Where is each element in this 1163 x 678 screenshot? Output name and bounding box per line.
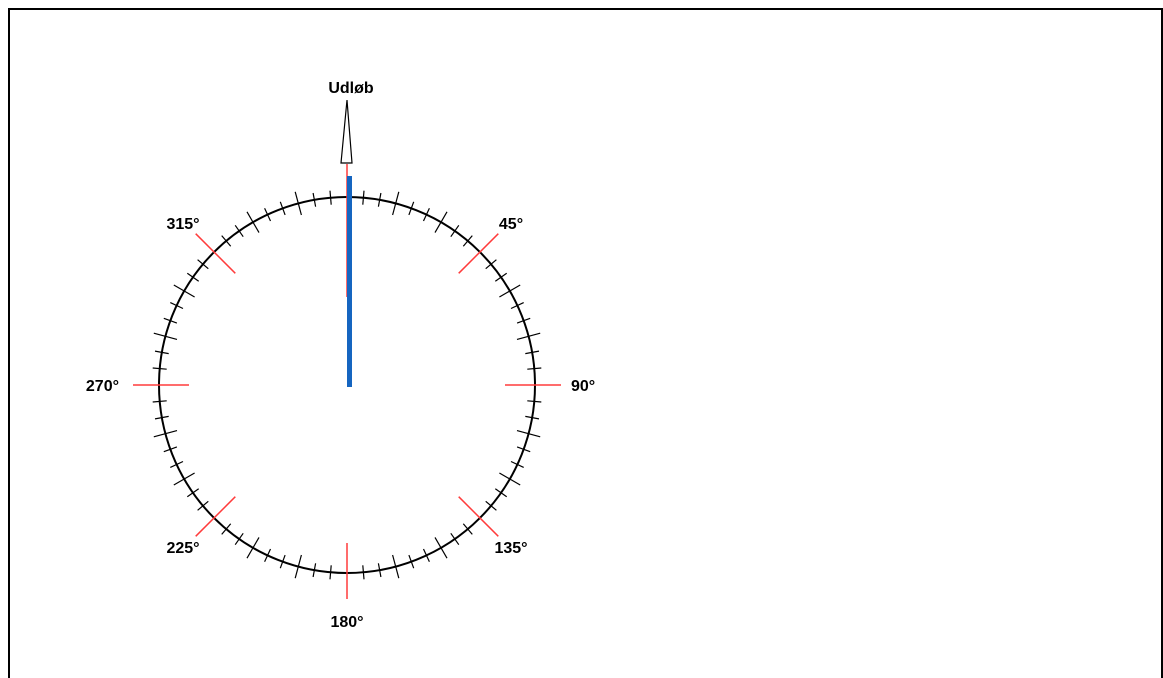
minor-tick-255 — [153, 430, 178, 438]
minor-tick-170 — [377, 563, 382, 578]
minor-tick-350 — [312, 192, 317, 207]
minor-tick-330 — [246, 211, 260, 233]
minor-tick-285 — [153, 332, 178, 340]
major-tick-315 — [195, 233, 236, 274]
minor-tick-335 — [264, 208, 272, 222]
degree-label-270: 270° — [86, 378, 119, 395]
major-tick-135 — [458, 496, 499, 537]
minor-tick-75 — [516, 332, 541, 340]
minor-tick-150 — [434, 537, 448, 559]
minor-tick-190 — [312, 563, 317, 578]
degree-label-225: 225° — [166, 540, 199, 557]
minor-tick-235 — [186, 488, 200, 498]
degree-label-45: 45° — [499, 216, 523, 233]
minor-tick-145 — [450, 532, 460, 546]
compass-degree-labels: 45° 90° 135° 180° 225° 270° 315° — [86, 216, 595, 631]
minor-tick-10 — [377, 192, 382, 207]
minor-tick-220 — [221, 523, 232, 535]
minor-tick-275 — [152, 367, 167, 370]
minor-tick-355 — [329, 190, 332, 205]
minor-tick-185 — [329, 565, 332, 580]
minor-tick-95 — [527, 400, 542, 403]
outlet-label: Udløb — [328, 80, 374, 97]
minor-tick-40 — [462, 235, 473, 247]
degree-label-90: 90° — [571, 378, 595, 395]
minor-tick-50 — [485, 259, 497, 270]
minor-tick-310 — [197, 259, 209, 270]
minor-tick-5 — [362, 190, 365, 205]
minor-tick-215 — [234, 532, 244, 546]
minor-tick-200 — [279, 554, 286, 569]
major-tick-225 — [195, 496, 236, 537]
minor-tick-65 — [510, 302, 524, 310]
direction-needle — [347, 176, 352, 387]
minor-tick-120 — [499, 472, 521, 486]
minor-tick-70 — [516, 317, 531, 324]
minor-tick-295 — [170, 302, 184, 310]
minor-tick-175 — [362, 565, 365, 580]
minor-tick-130 — [485, 500, 497, 511]
minor-tick-340 — [279, 201, 286, 216]
minor-tick-160 — [408, 554, 415, 569]
minor-tick-300 — [173, 284, 195, 298]
minor-tick-20 — [408, 201, 415, 216]
minor-tick-35 — [450, 224, 460, 238]
minor-tick-345 — [294, 191, 302, 216]
minor-tick-115 — [510, 460, 524, 468]
minor-tick-325 — [234, 224, 244, 238]
minor-tick-60 — [499, 284, 521, 298]
minor-tick-245 — [170, 460, 184, 468]
minor-tick-250 — [163, 446, 178, 453]
outlet-arrow-icon — [340, 99, 353, 164]
minor-tick-105 — [516, 430, 541, 438]
minor-tick-320 — [221, 235, 232, 247]
minor-tick-305 — [186, 272, 200, 282]
compass-ticks — [133, 190, 561, 599]
minor-tick-110 — [516, 446, 531, 453]
minor-tick-265 — [152, 400, 167, 403]
minor-tick-100 — [525, 415, 540, 420]
major-tick-45 — [458, 233, 499, 274]
minor-tick-195 — [294, 554, 302, 579]
diagram-frame — [8, 8, 1163, 678]
minor-tick-55 — [494, 272, 508, 282]
minor-tick-85 — [527, 367, 542, 370]
minor-tick-205 — [264, 548, 272, 562]
minor-tick-290 — [163, 317, 178, 324]
minor-tick-125 — [494, 488, 508, 498]
minor-tick-260 — [154, 415, 169, 420]
minor-tick-140 — [462, 523, 473, 535]
degree-label-180: 180° — [330, 614, 363, 631]
minor-tick-210 — [246, 537, 260, 559]
minor-tick-230 — [197, 500, 209, 511]
degree-label-135: 135° — [494, 540, 527, 557]
minor-tick-240 — [173, 472, 195, 486]
minor-tick-155 — [422, 548, 430, 562]
minor-tick-165 — [392, 554, 400, 579]
minor-tick-30 — [434, 211, 448, 233]
minor-tick-25 — [422, 208, 430, 222]
minor-tick-80 — [525, 350, 540, 355]
minor-tick-280 — [154, 350, 169, 355]
degree-label-315: 315° — [166, 216, 199, 233]
minor-tick-15 — [392, 191, 400, 216]
